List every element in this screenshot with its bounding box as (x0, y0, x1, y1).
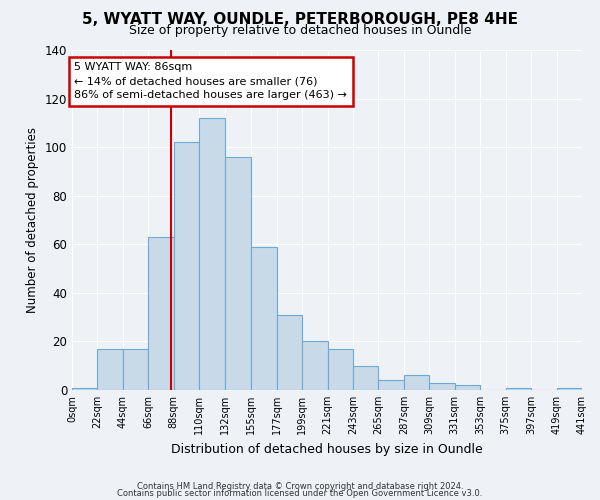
Bar (277, 314, 302, 390)
Bar (123, 348, 148, 390)
Bar (506, 388, 531, 390)
Bar (224, 157, 251, 390)
Bar (379, 380, 404, 390)
Bar (72, 388, 97, 390)
Bar (455, 385, 480, 390)
Bar (353, 366, 379, 390)
Text: Size of property relative to detached houses in Oundle: Size of property relative to detached ho… (129, 24, 471, 37)
Bar (404, 376, 430, 390)
Bar (328, 348, 353, 390)
Bar (148, 237, 174, 390)
Text: 5 WYATT WAY: 86sqm
← 14% of detached houses are smaller (76)
86% of semi-detache: 5 WYATT WAY: 86sqm ← 14% of detached hou… (74, 62, 347, 100)
Bar (199, 118, 224, 390)
Bar (557, 388, 582, 390)
Bar (174, 142, 199, 390)
Bar (302, 342, 328, 390)
Text: 5, WYATT WAY, OUNDLE, PETERBOROUGH, PE8 4HE: 5, WYATT WAY, OUNDLE, PETERBOROUGH, PE8 … (82, 12, 518, 28)
Text: Contains public sector information licensed under the Open Government Licence v3: Contains public sector information licen… (118, 490, 482, 498)
X-axis label: Distribution of detached houses by size in Oundle: Distribution of detached houses by size … (171, 442, 483, 456)
Text: Contains HM Land Registry data © Crown copyright and database right 2024.: Contains HM Land Registry data © Crown c… (137, 482, 463, 491)
Bar (97, 348, 123, 390)
Y-axis label: Number of detached properties: Number of detached properties (26, 127, 39, 313)
Bar (251, 246, 277, 390)
Bar (430, 382, 455, 390)
